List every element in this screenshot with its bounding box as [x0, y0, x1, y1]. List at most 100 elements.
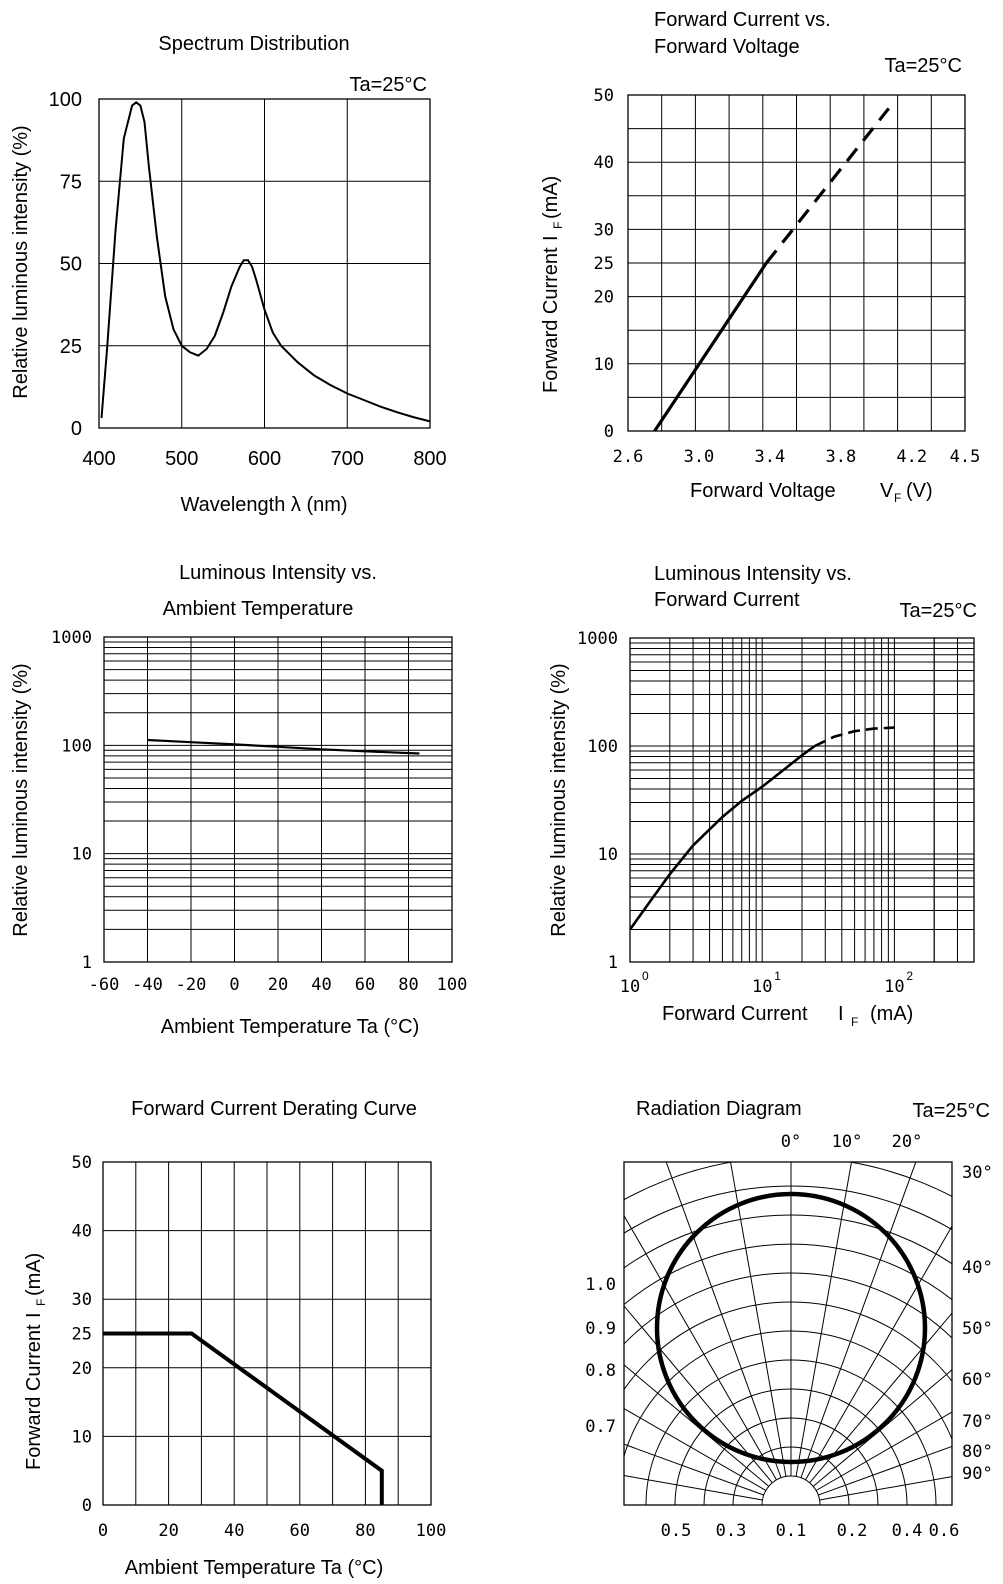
iv-x-axis-label: Forward Voltage V F (V): [690, 480, 933, 505]
temp-intensity-x-tick-label: 20: [268, 975, 288, 995]
radiation-diagram: Radiation Diagram Ta=25°C 0° 10° 20° 30° 40°…: [585, 1098, 993, 1541]
radiation-angle-line: [818, 1445, 952, 1496]
current-intensity-condition: Ta=25°C: [900, 600, 978, 622]
spectrum-series-line: [100, 101, 431, 423]
radiation-angle-line: [624, 1305, 773, 1484]
radiation-angle-line: [624, 1475, 763, 1501]
radiation-angle-line: [800, 1162, 917, 1478]
derating-x-tick-label: 40: [224, 1521, 244, 1541]
current-intensity-x-tick-exponent: 0: [642, 969, 649, 983]
spectrum-x-axis-label: Wavelength λ (nm): [180, 494, 347, 516]
temp-intensity-x-tick-label: 100: [437, 975, 468, 995]
iv-x-tick-label: 3.0: [684, 447, 715, 467]
temp-intensity-y-tick-label: 10: [72, 845, 92, 865]
radiation-angle-line: [730, 1162, 787, 1477]
derating-x-tick-label: 100: [416, 1521, 447, 1541]
temp-intensity-chart: Luminous Intensity vs. Ambient Temperatu…: [10, 562, 467, 1038]
current-intensity-x-tick-exponent: 2: [906, 969, 913, 983]
temp-intensity-title-line-2: Ambient Temperature: [163, 598, 354, 620]
radiation-angle-label: 70°: [962, 1412, 993, 1432]
spectrum-y-tick-label: 75: [60, 171, 82, 193]
radiation-angle-line: [809, 1312, 952, 1484]
iv-x-axis-label-text: Forward Voltage: [690, 480, 836, 502]
iv-y-axis-label-sub: F: [551, 222, 565, 229]
derating-x-tick-label: 0: [98, 1521, 108, 1541]
iv-x-tick-label: 2.6: [613, 447, 644, 467]
iv-y-tick-label: 20: [594, 288, 614, 308]
current-intensity-series-line-solid: [628, 744, 816, 931]
radiation-angle-line: [624, 1408, 767, 1491]
iv-x-axis-label-sub: F: [894, 491, 901, 505]
spectrum-y-tick-label: 25: [60, 336, 82, 358]
iv-y-axis-label-symbol: I: [540, 235, 562, 241]
spectrum-title: Spectrum Distribution: [158, 33, 349, 55]
temp-intensity-plot-frame: [103, 636, 453, 963]
radiation-angle-line: [815, 1411, 952, 1491]
current-intensity-x-tick-label: 10: [884, 977, 904, 997]
iv-x-tick-label: 4.5: [950, 447, 981, 467]
temp-intensity-y-tick-label: 100: [61, 736, 92, 756]
temp-intensity-y-tick-label: 1000: [51, 628, 92, 648]
temp-intensity-x-tick-label: -20: [176, 975, 207, 995]
spectrum-condition: Ta=25°C: [350, 74, 428, 96]
radiation-frame: [623, 1161, 953, 1506]
radiation-angle-label: 0°: [781, 1132, 801, 1152]
temp-intensity-series-line: [147, 738, 420, 755]
iv-series-line-solid: [653, 262, 768, 432]
iv-title-line-2: Forward Voltage: [654, 36, 800, 58]
derating-series-line: [103, 1331, 384, 1505]
iv-x-tick-label: 3.8: [825, 447, 856, 467]
spectrum-y-tick-label: 100: [49, 89, 82, 111]
iv-y-axis-label-text: Forward Current: [540, 247, 562, 393]
iv-y-tick-label: 25: [594, 254, 614, 274]
radiation-bottom-label: 0.1: [776, 1521, 807, 1541]
radiation-angle-line: [624, 1214, 777, 1481]
current-intensity-x-tick-exponent: 1: [774, 969, 781, 983]
iv-x-axis-label-unit: (V): [906, 480, 933, 502]
current-intensity-plot-frame: [629, 637, 975, 963]
derating-x-axis-label: Ambient Temperature Ta (°C): [125, 1557, 383, 1579]
derating-title: Forward Current Derating Curve: [131, 1098, 417, 1120]
iv-y-axis-label-unit: (mA): [540, 176, 562, 219]
radiation-angle-label: 40°: [962, 1258, 993, 1278]
spectrum-y-tick-label: 0: [71, 418, 82, 440]
iv-chart: Forward Current vs. Forward Voltage Ta=2…: [540, 9, 980, 505]
current-intensity-x-axis-label-unit: (mA): [870, 1003, 913, 1025]
spectrum-chart: Spectrum Distribution Ta=25°C 400 500 600 7…: [10, 33, 447, 516]
radiation-angle-label: 80°: [962, 1442, 993, 1462]
derating-y-axis-label-unit: (mA): [23, 1253, 45, 1296]
radiation-angle-label: 90°: [962, 1464, 993, 1484]
derating-y-axis-label-text: Forward Current: [23, 1324, 45, 1470]
radiation-radius-label: 0.7: [585, 1417, 616, 1437]
spectrum-x-tick-label: 800: [413, 448, 446, 470]
derating-y-tick-label: 10: [72, 1427, 92, 1447]
radiation-angle-line: [805, 1225, 952, 1481]
derating-y-tick-label: 20: [72, 1359, 92, 1379]
radiation-angle-line: [819, 1476, 952, 1501]
current-intensity-y-tick-label: 1: [608, 953, 618, 973]
radiation-bottom-label: 0.6: [929, 1521, 960, 1541]
current-intensity-series-line-dashed: [814, 726, 895, 748]
temp-intensity-x-tick-label: 80: [398, 975, 418, 995]
radiation-angle-label: 60°: [962, 1370, 993, 1390]
derating-x-tick-label: 80: [355, 1521, 375, 1541]
derating-y-tick-label: 50: [72, 1153, 92, 1173]
radiation-radius-label: 0.9: [585, 1319, 616, 1339]
iv-y-tick-label: 10: [594, 355, 614, 375]
derating-y-tick-label: 30: [72, 1290, 92, 1310]
derating-y-tick-label: 0: [82, 1496, 92, 1516]
temp-intensity-title-line-1: Luminous Intensity vs.: [179, 562, 377, 584]
temp-intensity-x-tick-label: -40: [132, 975, 163, 995]
iv-series-line-dashed: [765, 107, 890, 264]
radiation-bottom-label: 0.2: [837, 1521, 868, 1541]
iv-x-tick-label: 3.4: [755, 447, 786, 467]
derating-y-axis-label-symbol: I: [23, 1312, 45, 1318]
derating-chart: Forward Current Derating Curve 0 20 40 60 80…: [23, 1098, 446, 1579]
derating-x-tick-label: 20: [158, 1521, 178, 1541]
iv-x-axis-label-symbol: V: [880, 480, 894, 502]
temp-intensity-x-tick-label: 60: [355, 975, 375, 995]
spectrum-plot-frame: [98, 98, 431, 429]
temp-intensity-y-axis-label: Relative luminous intensity (%): [10, 663, 32, 936]
radiation-angle-label: 30°: [962, 1163, 993, 1183]
radiation-angle-label: 50°: [962, 1319, 993, 1339]
